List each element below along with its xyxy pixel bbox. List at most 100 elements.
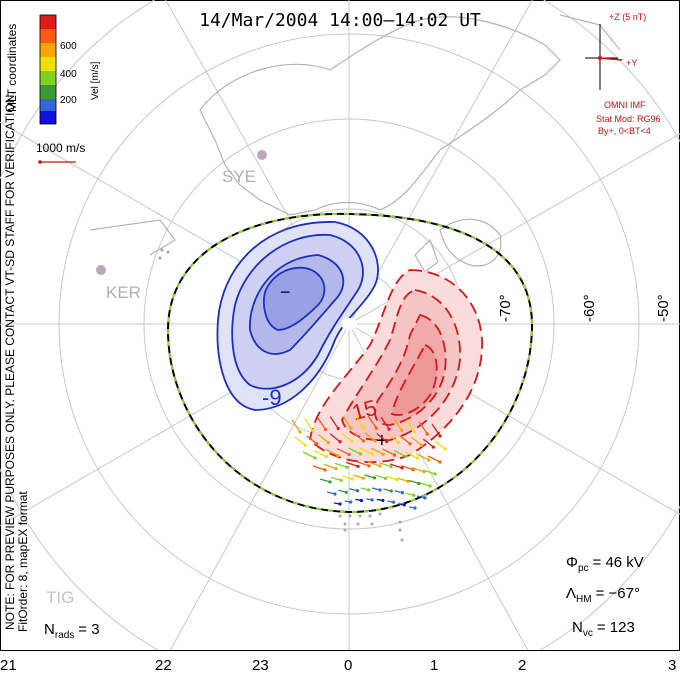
radar-station-ker: KER (96, 265, 141, 302)
unused-data-point (378, 512, 382, 516)
velocity-vector-origin (423, 496, 427, 500)
velocity-vector-origin (298, 430, 302, 434)
imf-condition: By+, 0<BT<4 (598, 126, 651, 136)
velocity-vector (389, 463, 403, 469)
negative-contours (216, 221, 379, 411)
velocity-vector (355, 415, 365, 429)
unused-data-point (398, 520, 402, 524)
latitude-label-50: -50° (655, 294, 672, 322)
velocity-vector-origin (428, 484, 432, 488)
velocity-vector-origin (339, 478, 343, 482)
velocity-vector-origin (381, 498, 385, 503)
velocity-vector (411, 436, 423, 446)
velocity-vector-origin (417, 481, 421, 486)
velocity-vector-origin (367, 464, 371, 468)
velocity-vector-origin (413, 506, 417, 510)
velocity-vector-origin (323, 427, 328, 432)
unused-data-point (370, 522, 374, 526)
velocity-vector-origin (389, 465, 393, 469)
velocity-vector (329, 433, 341, 443)
unused-data-point (348, 514, 352, 518)
velocity-vector (323, 463, 337, 470)
velocity-vector-origin (361, 439, 365, 443)
page-title: 14/Mar/2004 14:00–14:02 UT (199, 10, 481, 31)
velocity-vector (393, 449, 407, 457)
velocity-vector (386, 475, 397, 481)
velocity-vector-origin (420, 443, 424, 447)
unused-data-points (158, 248, 404, 542)
station-label: KER (106, 283, 141, 302)
mlt-tick-label: 1 (430, 657, 438, 674)
unused-data-point (356, 522, 360, 526)
unused-data-point (358, 514, 362, 518)
velocity-vector-origin (412, 430, 417, 434)
station-label: SYE (222, 167, 256, 186)
velocity-vector-origin (438, 434, 442, 438)
velocity-vector-origin (338, 502, 342, 506)
velocity-vector-origin (396, 440, 400, 445)
velocity-vector-origin (391, 500, 396, 504)
velocity-vector-origin (443, 447, 447, 451)
scale-vector: 1000 m/s (36, 141, 85, 164)
velocity-vector (342, 415, 352, 429)
velocity-vector-origin (358, 452, 363, 456)
negative-contour-label: -9 (262, 385, 282, 410)
velocity-vector-origin (311, 429, 315, 433)
velocity-vector-origin (349, 426, 353, 430)
velocity-vector (334, 462, 348, 468)
velocity-vector (306, 435, 318, 445)
cross-polar-potential: Φpc = 46 kV (566, 554, 644, 574)
velocity-vector (356, 461, 370, 467)
velocity-vector (316, 417, 326, 430)
unused-data-point (158, 256, 162, 260)
positive-max-marker: + (376, 430, 388, 452)
velocity-vector (317, 434, 329, 444)
velocity-vector (364, 474, 375, 479)
velocity-vector-origin (370, 452, 374, 456)
velocity-vector (359, 447, 373, 455)
mlt-tick-label: 21 (0, 657, 17, 674)
velocity-vector-origin (400, 428, 404, 432)
velocity-vector-origin (324, 455, 328, 459)
unused-data-point (338, 514, 342, 518)
velocity-vector (353, 474, 364, 479)
unused-data-point (343, 522, 347, 526)
velocity-vector (348, 447, 361, 455)
velocity-vector-origin (347, 452, 351, 457)
unused-data-point (368, 514, 372, 518)
velocity-vector (408, 479, 420, 485)
velocity-vector (427, 455, 441, 463)
vector-count: Nvc = 123 (572, 619, 635, 639)
velocity-vector-origin (400, 491, 405, 495)
station-label: TIG (46, 588, 74, 607)
velocity-vector-origin (326, 441, 330, 445)
hm-boundary-latitude: ΛHM = −67° (566, 585, 640, 605)
velocity-vector-origin (356, 464, 360, 468)
velocity-vector (397, 477, 408, 482)
velocity-vector (418, 421, 428, 435)
velocity-vectors (291, 415, 447, 510)
velocity-vector (329, 416, 339, 429)
velocity-vector (422, 438, 434, 448)
radar-station-sye: SYE (222, 150, 267, 186)
velocity-vector (364, 432, 376, 442)
velocity-vector-origin (404, 454, 408, 458)
mlt-tick-label: 0 (344, 657, 352, 674)
velocity-vector-origin (359, 498, 364, 503)
negative-min-marker: − (280, 282, 291, 302)
velocity-vector (422, 469, 436, 475)
imf-indicator: +Z (5 nT) +Y OMNI IMF Stat Mod: RG96 By+… (585, 12, 661, 136)
colorbar-tick: 200 (60, 95, 77, 106)
unused-data-point (400, 538, 404, 542)
velocity-vector (312, 465, 326, 471)
velocity-vector (304, 418, 314, 432)
scale-vector-label: 1000 m/s (36, 141, 85, 155)
colorbar-tick: 400 (60, 69, 77, 80)
fitorder-label: FitOrder: 8, mapEX format (16, 491, 30, 632)
velocity-vector-origin (378, 488, 382, 492)
velocity-vector-origin (345, 465, 349, 469)
velocity-vector (404, 451, 418, 459)
positive-contours (309, 269, 483, 464)
velocity-vector-origin (338, 440, 342, 444)
